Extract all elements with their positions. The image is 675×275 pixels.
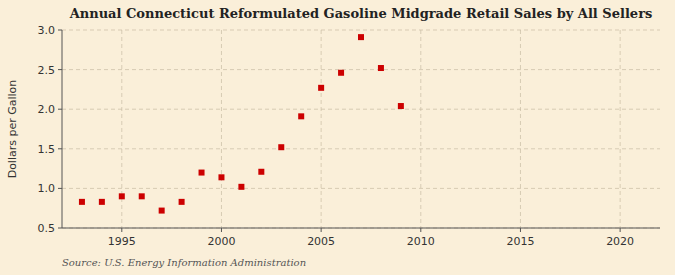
- tick-mark: [221, 228, 222, 232]
- tick-mark: [620, 228, 621, 232]
- grid-line: [321, 30, 322, 228]
- point: [278, 144, 284, 150]
- tick-label: 3.0: [38, 24, 56, 37]
- point: [159, 208, 165, 214]
- point: [398, 103, 404, 109]
- point: [378, 65, 384, 71]
- axes: 0.5 1.0 1.5 2.0 2.5 3.0 1995 2000 2005 2010 2015 20…: [38, 24, 661, 248]
- tick-label: 2010: [407, 235, 435, 248]
- tick-mark: [121, 228, 122, 232]
- y-axis-label: Dollars per Gallon: [6, 80, 19, 179]
- tick-mark: [520, 228, 521, 232]
- grid-line: [62, 148, 660, 149]
- points: [79, 34, 404, 213]
- annotation: Source: U.S. Energy Information Administ…: [62, 257, 306, 268]
- tick-label: 2020: [606, 235, 634, 248]
- tick-mark: [58, 188, 62, 189]
- point: [79, 199, 85, 205]
- point: [179, 199, 185, 205]
- tick-label: 2.0: [38, 103, 56, 116]
- tick-label: 1995: [108, 235, 136, 248]
- tick-mark: [420, 228, 421, 232]
- tick-label: 2015: [506, 235, 534, 248]
- grid-line: [62, 188, 660, 189]
- grid-line: [221, 30, 222, 228]
- tick-label: 2000: [207, 235, 235, 248]
- tick-mark: [58, 69, 62, 70]
- chart: 0.5 1.0 1.5 2.0 2.5 3.0 1995 2000 2005 2010 2015 20…: [0, 0, 675, 275]
- tick-mark: [58, 109, 62, 110]
- grid-line: [420, 30, 421, 228]
- point: [358, 34, 364, 40]
- point: [99, 199, 105, 205]
- point: [199, 170, 205, 176]
- grid-line: [62, 69, 660, 70]
- tick-mark: [58, 228, 62, 229]
- tick-label: 2005: [307, 235, 335, 248]
- point: [318, 85, 324, 91]
- point: [139, 193, 145, 199]
- background: [0, 0, 675, 275]
- grid-line: [62, 228, 660, 229]
- grid: [62, 30, 660, 228]
- tick-mark: [58, 30, 62, 31]
- tick-mark: [321, 228, 322, 232]
- point: [258, 169, 264, 175]
- grid-line: [520, 30, 521, 228]
- tick-mark: [58, 148, 62, 149]
- tick-label: 1.5: [38, 143, 56, 156]
- tick-label: 1.0: [38, 182, 56, 195]
- grid-line: [620, 30, 621, 228]
- title: Annual Connecticut Reformulated Gasoline…: [69, 6, 653, 21]
- point: [338, 70, 344, 76]
- point: [218, 174, 224, 180]
- y-axis-line: [62, 30, 63, 228]
- grid-line: [62, 30, 660, 31]
- point: [238, 184, 244, 190]
- x-axis-line: [62, 228, 660, 229]
- grid-line: [62, 109, 660, 110]
- tick-label: 2.5: [38, 64, 56, 77]
- tick-label: 0.5: [38, 222, 56, 235]
- point: [119, 193, 125, 199]
- point: [298, 113, 304, 119]
